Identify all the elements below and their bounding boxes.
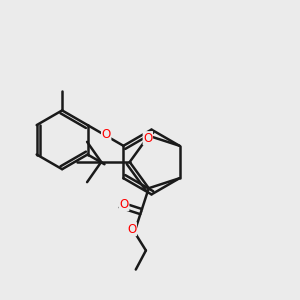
Text: O: O bbox=[127, 223, 136, 236]
Text: O: O bbox=[120, 197, 129, 211]
Text: O: O bbox=[101, 128, 111, 141]
Text: O: O bbox=[143, 132, 152, 145]
